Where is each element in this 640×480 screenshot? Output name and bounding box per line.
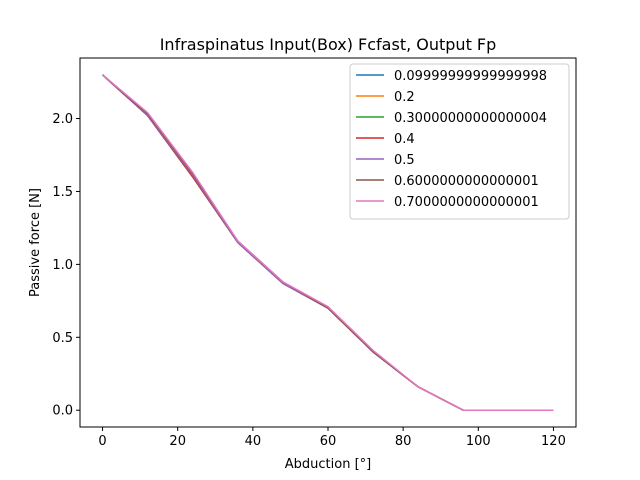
legend-label: 0.09999999999999998: [394, 69, 547, 84]
y-tick-label: 0.5: [52, 331, 73, 346]
series-layer: [102, 74, 554, 411]
legend-label: 0.5: [394, 153, 415, 168]
y-tick-label: 2.0: [52, 112, 73, 127]
legend: 0.09999999999999998 0.2 0.3000000000000000…: [349, 63, 570, 220]
x-tick-label: 80: [395, 434, 412, 449]
legend-label: 0.7000000000000001: [394, 195, 539, 210]
chart-title: Infraspinatus Input(Box) Fcfast, Output …: [160, 35, 497, 54]
x-axis-title: Abduction [°]: [285, 457, 371, 472]
legend-label: 0.6000000000000001: [394, 174, 539, 189]
y-tick-label: 0.0: [52, 404, 73, 419]
legend-label: 0.30000000000000004: [394, 111, 547, 126]
y-axis: 0.0 0.5 1.0 1.5 2.0: [52, 112, 80, 419]
x-tick-label: 20: [169, 434, 186, 449]
y-axis-title: Passive force [N]: [28, 188, 43, 297]
series-line-7: [102, 74, 554, 411]
x-tick-label: 0: [98, 434, 106, 449]
x-tick-label: 100: [466, 434, 491, 449]
legend-label: 0.2: [394, 90, 415, 105]
y-tick-label: 1.5: [52, 185, 73, 200]
x-tick-label: 60: [320, 434, 337, 449]
x-axis: 0 20 40 60 80 100 120: [98, 427, 566, 449]
y-tick-label: 1.0: [52, 258, 73, 273]
legend-label: 0.4: [394, 132, 415, 147]
legend-box: [349, 63, 570, 220]
x-tick-label: 120: [541, 434, 566, 449]
x-tick-label: 40: [245, 434, 262, 449]
